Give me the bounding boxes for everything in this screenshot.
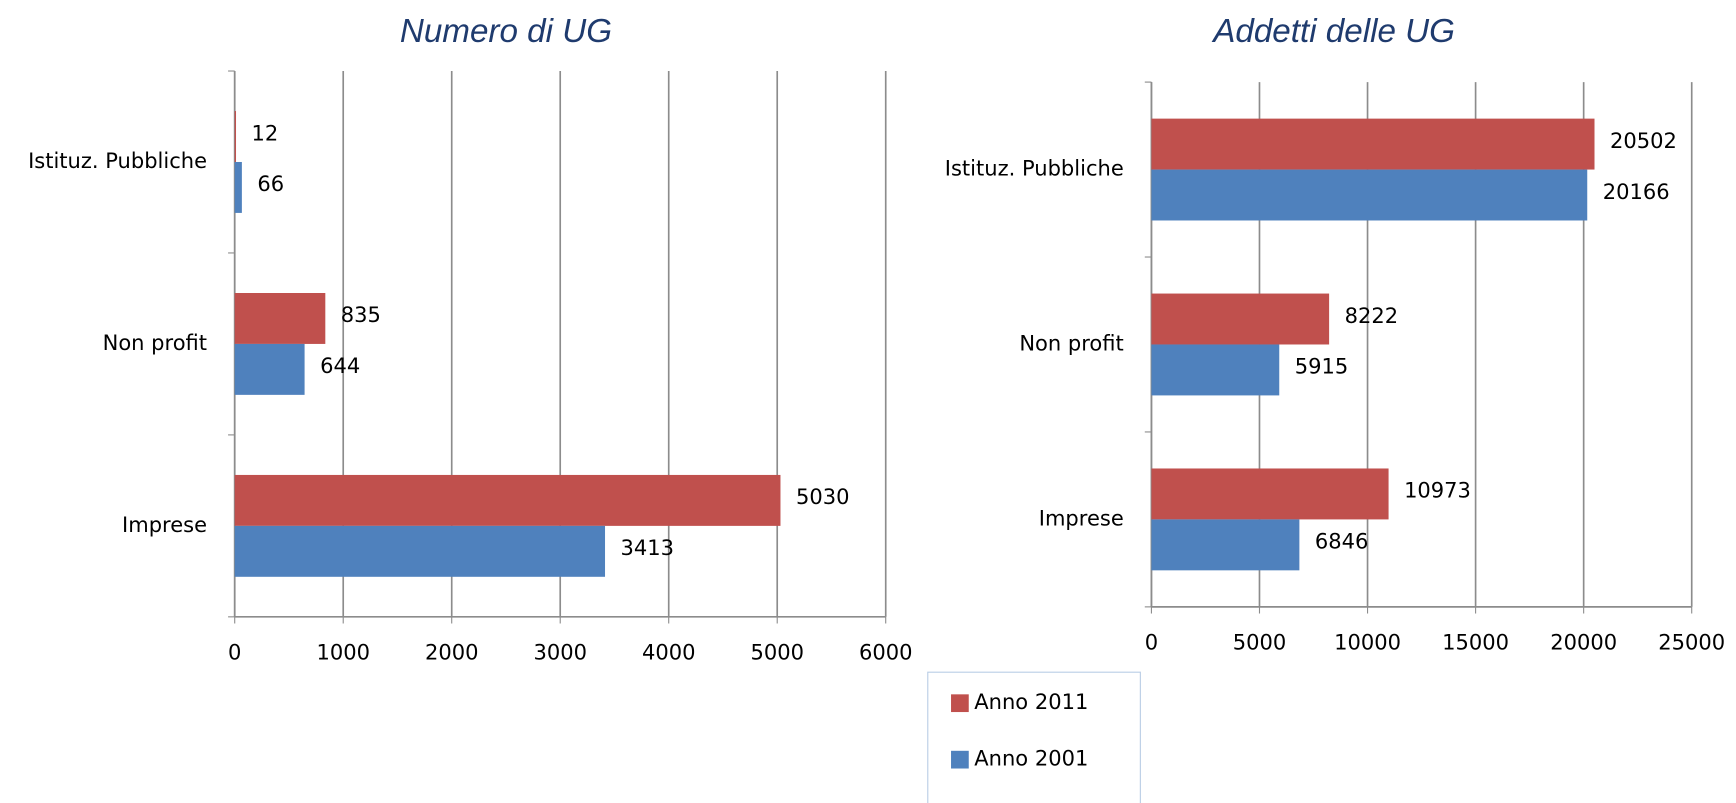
data-label: 8222 [1345,303,1398,328]
x-tick-label: 10000 [1334,629,1401,654]
legend-swatch [951,750,969,769]
legend-label: Anno 2011 [974,689,1088,714]
legend-box [927,671,1141,803]
bar [1151,468,1389,520]
y-tick-label: Istituz. Pubbliche [945,156,1124,181]
bar [234,474,781,526]
x-tick-label: 6000 [859,639,912,664]
data-label: 20166 [1603,179,1670,204]
bar [1151,169,1588,221]
bar [234,525,606,577]
bar [234,293,326,344]
bar [234,111,237,162]
legend-label: Anno 2001 [974,746,1088,771]
data-label: 5030 [796,484,849,509]
bar [1151,519,1300,571]
data-label: 835 [341,302,381,327]
bar [1151,118,1595,170]
data-label: 5915 [1295,354,1348,379]
y-tick-label: Imprese [122,512,207,537]
legend-swatch [951,694,969,713]
x-tick-label: 0 [228,639,241,664]
x-tick-label: 1000 [316,639,369,664]
x-tick-label: 5000 [1233,629,1286,654]
x-tick-label: 25000 [1658,629,1725,654]
x-tick-label: 15000 [1442,629,1509,654]
y-tick-label: Imprese [1039,505,1124,530]
y-tick-label: Istituz. Pubbliche [28,148,207,173]
x-tick-label: 2000 [425,639,478,664]
chart-title: Numero di UG [400,13,612,50]
x-tick-label: 20000 [1550,629,1617,654]
y-tick-label: Non profit [103,330,207,355]
x-tick-label: 0 [1145,629,1158,654]
data-label: 66 [257,171,284,196]
bar [1151,344,1280,396]
bar [234,343,305,395]
data-label: 6846 [1315,529,1368,554]
y-tick-label: Non profit [1019,330,1123,355]
data-label: 644 [320,353,360,378]
data-label: 10973 [1404,478,1471,503]
bar [1151,293,1330,345]
data-label: 20502 [1610,128,1677,153]
data-label: 3413 [621,535,674,560]
chart-title: Addetti delle UG [1211,13,1455,50]
x-tick-label: 5000 [750,639,803,664]
x-tick-label: 4000 [642,639,695,664]
bar [234,161,242,213]
x-tick-label: 3000 [533,639,586,664]
data-label: 12 [252,120,279,145]
